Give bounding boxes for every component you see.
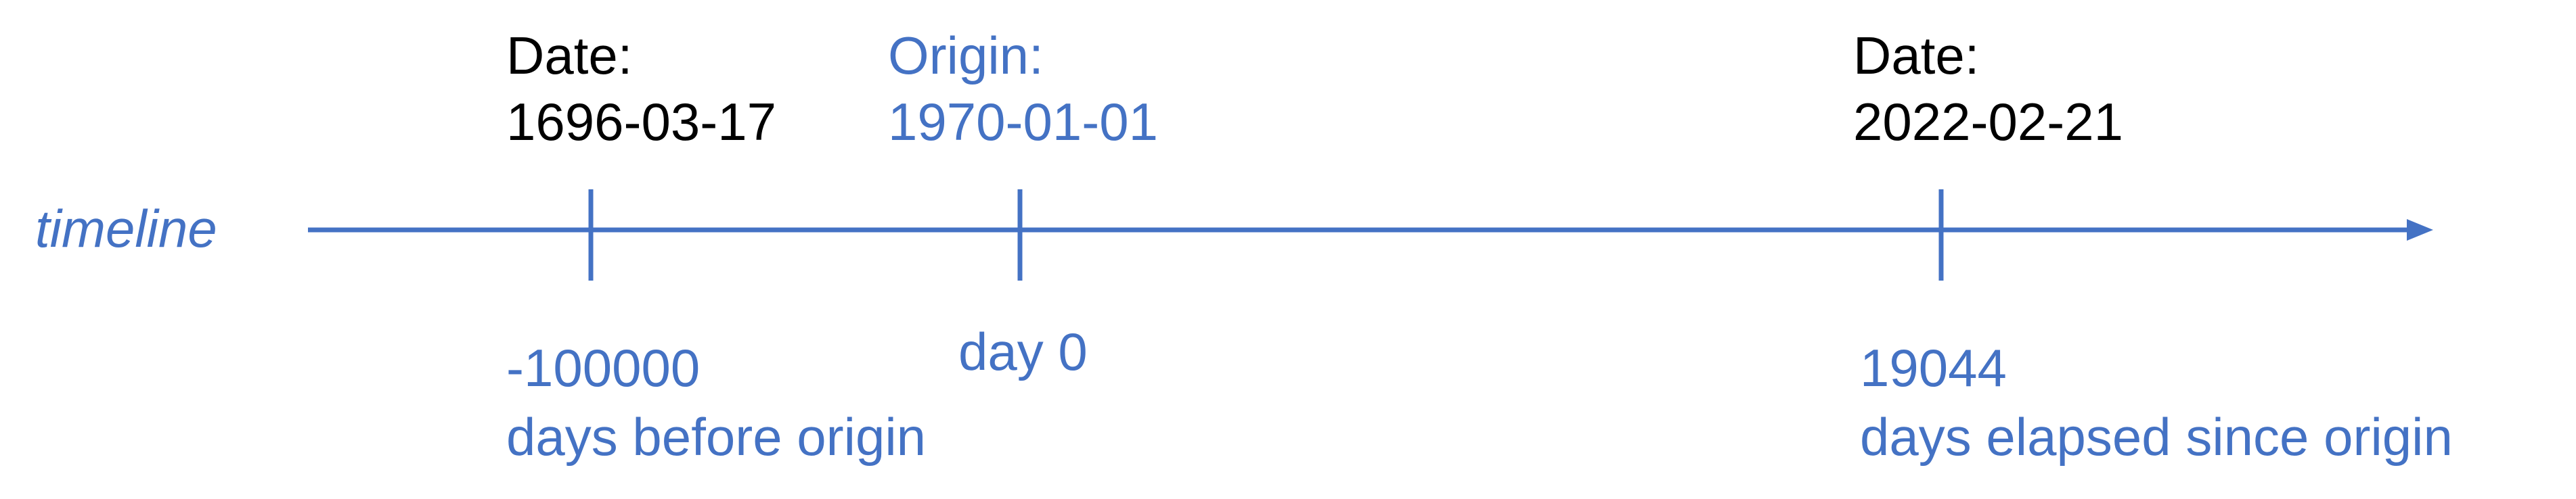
date-1696-heading: Date:: [506, 26, 633, 85]
origin-heading: Origin:: [888, 26, 1044, 85]
origin-day-zero: day 0: [958, 322, 1088, 381]
date-1696-caption: days before origin: [506, 407, 927, 467]
timeline-label: timeline: [35, 199, 217, 258]
date-2022-heading: Date:: [1853, 26, 1980, 85]
timeline-arrow-head: [2407, 219, 2433, 241]
date-2022-value: 2022-02-21: [1853, 92, 2123, 151]
date-2022-caption: days elapsed since origin: [1860, 407, 2453, 467]
origin-value: 1970-01-01: [888, 92, 1158, 151]
date-2022-day-count: 19044: [1860, 338, 2007, 398]
date-1696-day-count: -100000: [506, 338, 701, 398]
date-1696-value: 1696-03-17: [506, 92, 776, 151]
